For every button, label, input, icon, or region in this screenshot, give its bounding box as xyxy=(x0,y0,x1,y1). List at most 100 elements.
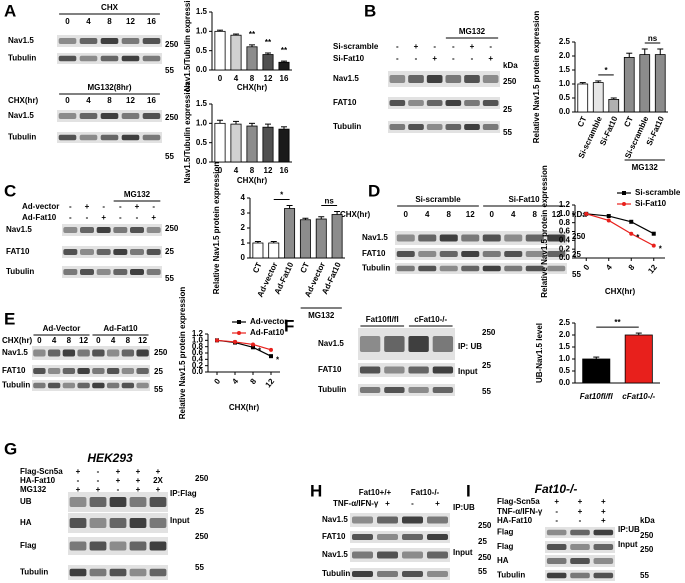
row-label: Nav1.5 xyxy=(8,111,34,120)
treatment-mark: - xyxy=(86,213,89,222)
blot-band xyxy=(359,366,381,374)
y-tick-label: 2 xyxy=(241,223,246,232)
treatment-label: Si-Fat10 xyxy=(333,54,365,63)
significance: * xyxy=(276,355,280,364)
treatment-mark: - xyxy=(396,54,399,63)
treatment-mark: + xyxy=(151,213,156,222)
kda-label: 25 xyxy=(165,247,174,256)
blot-band xyxy=(129,518,147,528)
row-label: Nav1.5 xyxy=(322,515,348,524)
side-label: IP:Flag xyxy=(170,489,197,498)
significance: ** xyxy=(614,318,621,327)
blot-band xyxy=(408,75,424,83)
marker xyxy=(606,218,611,223)
bar xyxy=(654,54,666,113)
blot-band xyxy=(92,382,105,389)
treatment-mark: + xyxy=(101,213,106,222)
treatment-mark: + xyxy=(470,42,475,51)
blot-band xyxy=(482,251,501,257)
treatment-mark: + xyxy=(116,467,121,476)
y-tick-label: 1.2 xyxy=(192,329,204,338)
kda-label: 250 xyxy=(640,531,654,540)
legend-label: Si-Fat10 xyxy=(635,199,667,208)
blot-band xyxy=(113,249,128,255)
blot-band xyxy=(439,234,458,242)
significance: ** xyxy=(281,46,288,55)
blot-band xyxy=(439,251,458,257)
bar xyxy=(214,30,226,71)
kda-label: 250 xyxy=(503,77,517,86)
treatment-label: HA-Fat10 xyxy=(20,476,56,485)
lane-label: 8 xyxy=(107,17,112,26)
blot-band xyxy=(482,265,501,272)
panel-letter: F xyxy=(284,316,294,335)
marker xyxy=(629,231,634,236)
x-tick-label: CT xyxy=(576,115,589,129)
y-tick-label: 3 xyxy=(241,208,246,217)
kda-label: 250 xyxy=(572,232,586,241)
group-label: MG132 xyxy=(308,311,335,320)
treatment-label: Flag-Scn5a xyxy=(20,467,63,476)
y-tick-label: 0 xyxy=(241,253,246,262)
treatment-mark: + xyxy=(156,467,161,476)
marker xyxy=(651,243,656,248)
blot-band xyxy=(427,551,448,559)
treatment-mark: + xyxy=(554,497,559,506)
lane-label: 16 xyxy=(147,96,156,105)
kda-label: 250 xyxy=(195,532,209,541)
blot-band xyxy=(146,269,161,275)
treatment-mark: 2X xyxy=(153,476,163,485)
panel-letter: A xyxy=(4,1,16,20)
x-tick-label: 4 xyxy=(230,376,240,386)
blot-band xyxy=(109,541,127,551)
kda-label: 250 xyxy=(478,521,492,530)
lane-label: 0 xyxy=(96,336,101,345)
blot-band xyxy=(100,55,119,62)
treatment-mark: - xyxy=(117,485,120,494)
blot-band xyxy=(109,518,127,528)
blot-band xyxy=(593,529,614,536)
y-axis-label: Nav1.5/Tubulin expression xyxy=(183,0,192,91)
x-tick-label: CT xyxy=(298,261,311,275)
blot-band xyxy=(100,38,119,44)
bar xyxy=(252,242,264,259)
lane-label: 12 xyxy=(126,17,135,26)
blot-band xyxy=(432,366,454,374)
x-axis-label: CHX(hr) xyxy=(237,83,268,92)
treatment-mark: - xyxy=(136,213,139,222)
blot-band xyxy=(402,571,423,577)
blot-band xyxy=(525,265,544,272)
blot-band xyxy=(593,572,614,579)
blot-band xyxy=(461,251,480,257)
kda-label: kDa xyxy=(640,516,655,525)
blot-band xyxy=(570,529,590,536)
blot-band xyxy=(89,541,107,551)
blot-band xyxy=(396,265,415,272)
group-label: Fat10-/- xyxy=(411,488,440,497)
blot-band xyxy=(109,497,127,507)
blot-band xyxy=(142,113,161,119)
y-tick-label: 0.5 xyxy=(559,366,571,375)
group-label: MG132 xyxy=(459,27,486,36)
blot-band xyxy=(402,516,423,524)
blot-band xyxy=(129,541,147,551)
blot-band xyxy=(80,269,94,275)
blot-band xyxy=(113,269,128,275)
blot-band xyxy=(445,75,462,83)
blot-band xyxy=(377,516,398,524)
y-tick-label: 0.6 xyxy=(559,227,571,236)
treatment-mark: - xyxy=(97,467,100,476)
blot-band xyxy=(92,349,105,357)
blot-band xyxy=(130,269,144,275)
blot-band xyxy=(106,382,120,389)
y-tick-label: 0.5 xyxy=(196,138,208,147)
treatment-mark: + xyxy=(601,497,606,506)
blot-band xyxy=(89,518,107,528)
blot-band xyxy=(69,568,87,577)
blot-band xyxy=(69,497,87,507)
group-label: Ad-Fat10 xyxy=(103,324,138,333)
blot-band xyxy=(58,55,77,62)
legend-marker xyxy=(237,331,241,335)
blot-band xyxy=(408,336,429,352)
blot-background xyxy=(32,346,150,360)
